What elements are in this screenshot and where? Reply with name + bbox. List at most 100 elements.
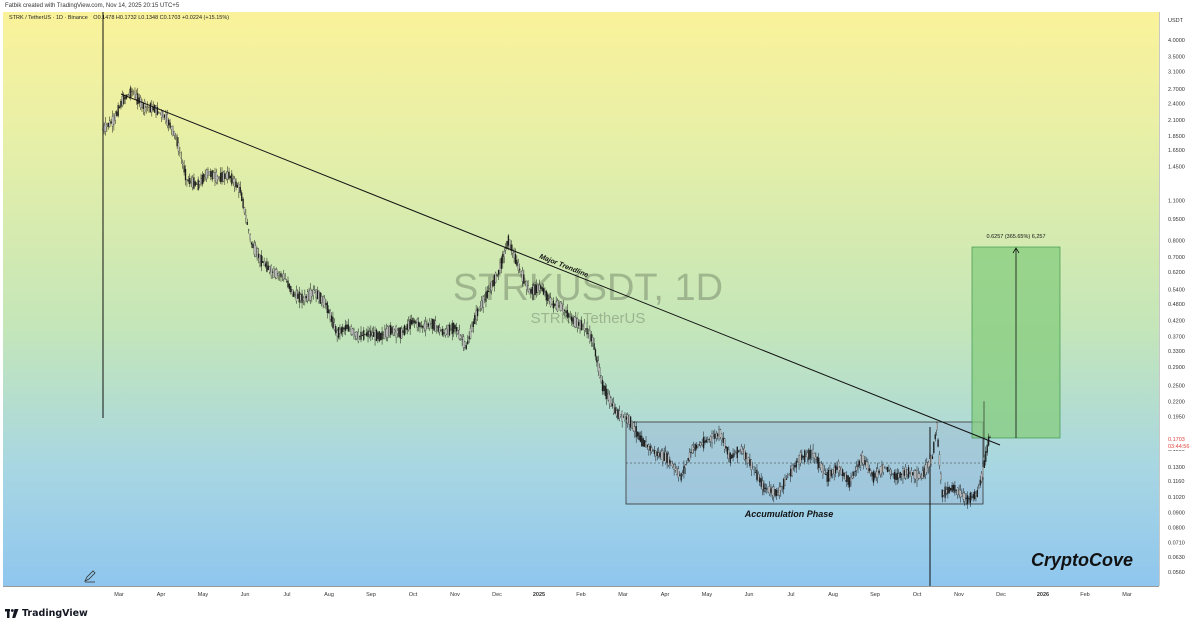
footer-bar: TradingView bbox=[0, 599, 1199, 627]
price-axis[interactable]: USDT 4.0000 3.5000 3.1000 2.7000 2.4000 2.100… bbox=[1159, 12, 1199, 586]
candle-body bbox=[253, 242, 255, 255]
candle-body bbox=[662, 450, 664, 462]
candle-body bbox=[510, 244, 512, 252]
candle-body bbox=[566, 309, 569, 318]
candle-body bbox=[672, 463, 674, 467]
candle-body bbox=[304, 294, 306, 302]
candle-body bbox=[979, 479, 981, 486]
candle-body bbox=[378, 331, 380, 342]
candle-body bbox=[978, 487, 980, 489]
chart-plot-area[interactable]: STRK / TetherUS · 1D · Binance O0.1478 H… bbox=[3, 12, 1159, 586]
candle-body bbox=[965, 497, 967, 500]
price-tick-label: 3.1000 bbox=[1168, 70, 1185, 76]
price-tick-label: 1.6500 bbox=[1168, 148, 1185, 154]
watermark-pair: STRK / TetherUS bbox=[531, 310, 646, 327]
candle-body bbox=[346, 324, 348, 330]
candle-body bbox=[538, 284, 540, 291]
candle-body bbox=[923, 467, 925, 477]
candle-body bbox=[906, 469, 908, 475]
accumulation-label: Accumulation Phase bbox=[744, 509, 834, 519]
candle-body bbox=[622, 416, 625, 418]
candle-body bbox=[798, 455, 800, 465]
candle-body bbox=[219, 172, 222, 182]
candle-body bbox=[763, 483, 765, 493]
candle-body bbox=[277, 273, 279, 276]
candle-body bbox=[593, 343, 595, 350]
candle-body bbox=[561, 303, 563, 311]
candle-body bbox=[357, 331, 359, 342]
price-tick-label: 0.1950 bbox=[1168, 414, 1185, 420]
candle-body bbox=[472, 321, 474, 327]
pencil-icon[interactable] bbox=[84, 570, 96, 583]
candle-body bbox=[520, 270, 522, 275]
candle-body bbox=[151, 104, 153, 113]
candle-body bbox=[820, 463, 823, 472]
candle-body bbox=[756, 469, 758, 480]
candle-body bbox=[443, 332, 445, 334]
candle-body bbox=[642, 438, 644, 447]
candle-body bbox=[184, 168, 187, 181]
candle-body bbox=[446, 328, 448, 335]
candle-body bbox=[120, 100, 122, 108]
candle-body bbox=[870, 470, 872, 474]
time-axis[interactable]: Mar Apr May Jun Jul Aug Sep Oct Nov Dec 2025 Feb Mar… bbox=[3, 586, 1159, 600]
candle-body bbox=[938, 454, 941, 466]
candle-body bbox=[321, 296, 323, 303]
candle-body bbox=[570, 316, 573, 322]
candle-body bbox=[264, 263, 267, 267]
candle-body bbox=[596, 356, 598, 363]
candle-body bbox=[322, 296, 324, 306]
candle-body bbox=[427, 323, 430, 327]
candle-body bbox=[860, 455, 862, 466]
candle-body bbox=[424, 321, 427, 331]
candle-body bbox=[478, 309, 480, 311]
candle-body bbox=[959, 490, 962, 498]
candle-body bbox=[943, 490, 945, 496]
tradingview-logo[interactable]: TradingView bbox=[5, 607, 88, 619]
candle-body bbox=[855, 466, 858, 471]
candle-body bbox=[791, 465, 793, 477]
candle-body bbox=[653, 450, 656, 455]
candle-body bbox=[218, 177, 220, 179]
candle-body bbox=[241, 192, 243, 201]
candle-body bbox=[333, 322, 335, 330]
candle-body bbox=[229, 175, 232, 179]
candle-body bbox=[375, 329, 378, 341]
candle-body bbox=[489, 288, 491, 290]
candle-body bbox=[674, 468, 677, 471]
candle-body bbox=[785, 478, 788, 480]
candle-body bbox=[857, 464, 859, 468]
candle-body bbox=[638, 432, 640, 441]
candle-body bbox=[162, 110, 164, 120]
price-chart[interactable]: STRKUSDT, 1D STRK / TetherUS Accumulatio… bbox=[3, 12, 1159, 586]
candle-body bbox=[667, 453, 670, 466]
target-measure-label: 0.6257 (365.65%) 6,257 bbox=[986, 234, 1045, 240]
candle-body bbox=[467, 340, 469, 345]
candle-body bbox=[166, 114, 168, 126]
candle-body bbox=[833, 467, 835, 475]
candle-body bbox=[771, 487, 774, 496]
candle-body bbox=[812, 448, 814, 458]
candle-body bbox=[294, 294, 296, 296]
candle-body bbox=[808, 449, 810, 461]
candle-body bbox=[417, 321, 420, 327]
candle-body bbox=[172, 125, 174, 136]
candle-body bbox=[130, 87, 132, 98]
candle-body bbox=[255, 245, 257, 257]
candle-body bbox=[176, 136, 178, 147]
candle-body bbox=[102, 129, 104, 131]
candle-body bbox=[973, 491, 976, 500]
price-tick-label: 0.3300 bbox=[1168, 349, 1185, 355]
candle-body bbox=[989, 436, 991, 438]
candle-body bbox=[952, 485, 955, 491]
candle-body bbox=[325, 303, 327, 305]
candle-body bbox=[276, 269, 278, 279]
candle-body bbox=[110, 121, 112, 124]
candle-body bbox=[760, 478, 762, 487]
candle-body bbox=[716, 433, 719, 437]
candle-body bbox=[145, 105, 147, 108]
major-trendline[interactable] bbox=[120, 93, 1001, 446]
candle-body bbox=[632, 422, 635, 431]
candle-body bbox=[406, 323, 408, 331]
candle-body bbox=[249, 234, 251, 240]
